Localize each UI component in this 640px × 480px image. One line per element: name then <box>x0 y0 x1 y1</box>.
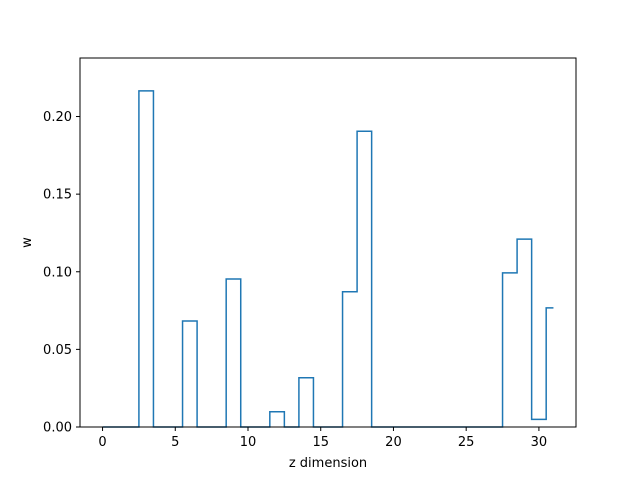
x-axis-label: z dimension <box>289 456 367 471</box>
x-tick-label: 20 <box>385 435 402 450</box>
y-axis-ticks: 0.00 0.05 0.10 0.15 0.20 <box>43 110 80 436</box>
y-tick-label: 0.15 <box>43 188 72 203</box>
x-axis-ticks: 0 5 10 15 20 25 30 <box>98 427 547 450</box>
y-tick-label: 0.10 <box>43 265 72 280</box>
axes-frame <box>79 57 577 428</box>
x-tick-label: 15 <box>312 435 329 450</box>
y-tick-label: 0.00 <box>43 421 72 436</box>
y-tick-label: 0.05 <box>43 343 72 358</box>
x-tick-label: 0 <box>98 435 106 450</box>
x-tick-label: 10 <box>240 435 257 450</box>
y-axis-label: w <box>20 237 35 248</box>
y-tick-label: 0.20 <box>43 110 72 125</box>
x-tick-label: 30 <box>531 435 548 450</box>
x-tick-label: 5 <box>171 435 179 450</box>
x-tick-label: 25 <box>458 435 475 450</box>
